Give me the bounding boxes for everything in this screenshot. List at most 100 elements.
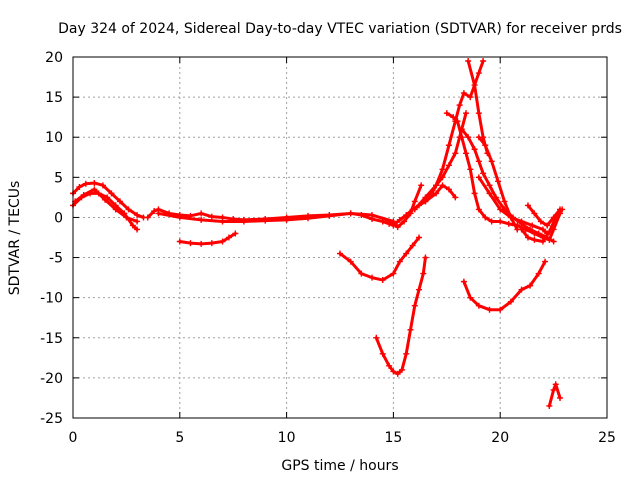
data-point [480,58,487,65]
series-s9 [443,110,564,243]
data-point [396,216,403,223]
series-s7 [411,110,470,213]
data-point [123,214,130,221]
data-point [112,206,119,213]
data-point [552,381,559,388]
data-point [471,82,478,89]
series-line [338,236,421,282]
data-point [358,270,365,277]
y-tick-label: -25 [40,411,63,427]
series-s13 [475,174,551,237]
data-point [396,258,403,265]
data-point [403,350,410,357]
series-s10 [458,126,557,245]
data-point [471,146,478,153]
data-point [486,190,493,197]
series-s3 [72,186,141,225]
data-point [433,182,440,189]
data-point [439,182,446,189]
data-point [475,158,482,165]
data-point [529,222,536,229]
data-point [108,190,115,197]
data-point [480,170,487,177]
data-point [411,198,418,205]
data-point [475,302,482,309]
series-line [547,382,562,408]
data-point [497,306,504,313]
y-tick-label: -20 [40,371,63,387]
data-point [463,150,470,157]
data-point [465,134,472,141]
data-point [225,234,232,241]
data-point [398,366,405,373]
data-point [208,240,215,247]
data-point [550,214,557,221]
data-point [544,222,551,229]
data-point [379,350,386,357]
series-s1 [70,179,147,221]
data-point [475,70,482,77]
data-point [518,218,525,225]
data-point [422,198,429,205]
data-point [390,270,397,277]
data-point [486,306,493,313]
data-point [495,178,502,185]
data-point [452,194,459,201]
series-s15 [524,202,564,229]
data-point [91,179,98,186]
data-point [454,118,461,125]
data-point [497,206,504,213]
data-point [129,222,136,229]
data-point [460,278,467,285]
data-point [463,110,470,117]
data-point [198,216,205,223]
data-point [467,94,474,101]
data-point [518,226,525,233]
series-line [178,231,237,246]
data-point [394,370,401,377]
data-point [390,368,397,375]
data-point [433,190,440,197]
data-point [439,174,446,181]
data-point [80,191,87,198]
y-tick-label: 5 [54,170,63,186]
data-point [527,226,534,233]
data-point [557,206,564,213]
y-tick-label: -15 [40,331,63,347]
data-point [467,294,474,301]
data-point [539,238,546,245]
data-point [262,217,269,224]
data-point [411,302,418,309]
data-point [418,182,425,189]
data-point [176,214,183,221]
data-point [187,240,194,247]
data-point [550,238,557,245]
data-point [240,218,247,225]
data-point [379,277,386,284]
data-point [497,218,504,225]
data-point [445,142,452,149]
data-point [99,182,106,189]
data-point [507,214,514,221]
series-layer [70,58,566,409]
y-tick-labels: -25 -20 -15 -10 -5 0 5 10 15 20 [40,50,63,427]
data-point [550,386,557,393]
y-tick-label: 0 [54,210,63,226]
data-point [505,220,512,227]
data-point [480,134,487,141]
y-tick-label: -10 [40,291,63,307]
data-point [369,274,376,281]
data-point [518,286,525,293]
data-point [219,238,226,245]
data-point [326,212,333,219]
data-point [369,212,376,219]
x-tick-label: 20 [491,430,509,446]
data-point [524,202,531,209]
series-s17 [337,234,423,284]
x-tick-label: 10 [278,430,296,446]
data-point [125,206,132,213]
data-point [527,282,534,289]
data-point [501,198,508,205]
series-line [374,256,427,376]
